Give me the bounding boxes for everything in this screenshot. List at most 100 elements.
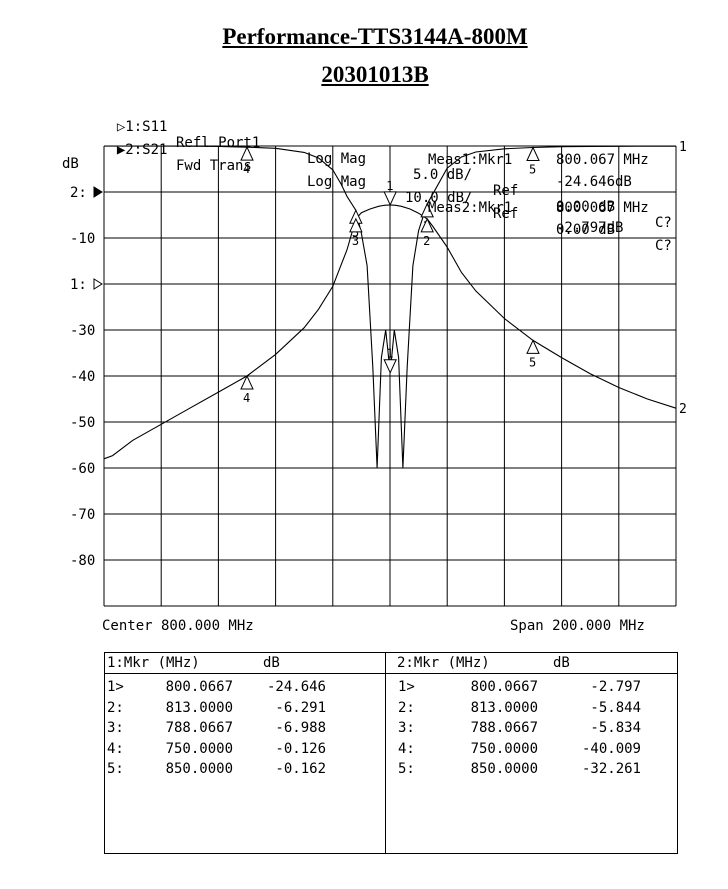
meas-value: -2.797dB bbox=[556, 220, 623, 236]
marker-triangle-icon bbox=[383, 191, 397, 207]
cell-freq: 850.0000 bbox=[165, 761, 233, 777]
cell-value: -5.844 bbox=[590, 699, 641, 716]
channel-ref-label: Ref bbox=[493, 206, 519, 222]
cell-id: 5: bbox=[398, 761, 415, 777]
channel-scale: 5.0 dB/ bbox=[413, 167, 473, 183]
table-row: 2: 813.0000 -5.844 bbox=[386, 698, 676, 719]
table2-rows: 1> 800.0667 -2.797 2: 813.0000 -5.844 3: 788.06… bbox=[386, 677, 676, 780]
channel-marker-icon: ▷ bbox=[116, 119, 126, 135]
cell-id: 3: bbox=[398, 720, 415, 736]
marker-table: 1:Mkr (MHz) dB 2:Mkr (MHz) dB 1> 800.0667… bbox=[104, 652, 678, 854]
table-row: 5: 850.0000 -0.162 bbox=[105, 759, 385, 780]
trace-2 bbox=[103, 204, 677, 460]
markers: 1234512345 bbox=[240, 145, 540, 405]
y-tick-label: 1: bbox=[70, 277, 87, 293]
cell-value: -40.009 bbox=[581, 740, 641, 757]
span-frequency: Span 200.000 MHz bbox=[510, 618, 645, 634]
y-tick-label: -80 bbox=[70, 553, 95, 569]
table-row: 4: 750.0000 -40.009 bbox=[386, 739, 676, 760]
traces: 12 bbox=[103, 140, 687, 469]
table-divider bbox=[385, 653, 386, 853]
analyzer-chart: 2:-101:-30-40-50-60-70-80 12 1234512345 … bbox=[62, 140, 687, 634]
cell-id: 1> bbox=[398, 679, 415, 695]
cell-freq: 800.0667 bbox=[165, 679, 233, 695]
table2-header-mkr: 2:Mkr (MHz) bbox=[397, 655, 490, 671]
cell-freq: 750.0000 bbox=[470, 740, 538, 757]
cell-value: -24.646 bbox=[266, 679, 326, 695]
table-header-divider bbox=[105, 673, 677, 674]
cell-value: -0.126 bbox=[275, 740, 326, 757]
channel-ref: 0.00 dB bbox=[556, 222, 616, 238]
marker-triangle-icon bbox=[240, 374, 254, 390]
marker-triangle-icon bbox=[420, 217, 434, 233]
y-axis-unit: dB bbox=[62, 156, 79, 172]
trace-label: 2 bbox=[679, 402, 687, 417]
meas-freq: 800.067 MHz bbox=[556, 200, 649, 216]
trace-label: 1 bbox=[679, 140, 687, 155]
measurement-readout-1: Meas1:Mkr1 800.067 MHz -24.646dB bbox=[428, 152, 649, 190]
table-row: 1> 800.0667 -2.797 bbox=[386, 677, 676, 698]
cell-id: 5: bbox=[107, 761, 124, 777]
marker-triangle-icon bbox=[383, 359, 397, 374]
marker-label: 1 bbox=[386, 347, 393, 361]
table-row: 2: 813.0000 -6.291 bbox=[105, 698, 385, 719]
y-tick-label: -70 bbox=[70, 507, 95, 523]
channel-status: C? bbox=[655, 215, 672, 231]
y-tick-label: 2: bbox=[70, 185, 87, 201]
cell-value: -6.291 bbox=[275, 699, 326, 716]
y-tick-label: -10 bbox=[70, 231, 95, 247]
marker-label: 3 bbox=[352, 234, 359, 248]
channel-status: C? bbox=[655, 238, 672, 254]
page-title: Performance-TTS3144A-800M bbox=[222, 24, 528, 49]
channel-header-2: ▶2:S21 Fwd Trans Log Mag 10.0 dB/ Ref 0.… bbox=[100, 126, 672, 254]
marker-label: 4 bbox=[243, 391, 250, 405]
y-tick-label: -30 bbox=[70, 323, 95, 339]
cell-id: 2: bbox=[107, 699, 124, 716]
cell-id: 2: bbox=[398, 699, 415, 716]
trace-1 bbox=[104, 145, 676, 469]
cell-freq: 750.0000 bbox=[165, 740, 233, 757]
cell-value: -32.261 bbox=[581, 761, 641, 777]
cell-value: -0.162 bbox=[275, 761, 326, 777]
table-row: 3: 788.0667 -5.834 bbox=[386, 718, 676, 739]
cell-id: 1> bbox=[107, 679, 124, 695]
marker-triangle-icon bbox=[526, 339, 540, 354]
marker-triangle-icon bbox=[526, 146, 540, 161]
cell-value: -6.988 bbox=[275, 720, 326, 736]
meas-label: Meas1:Mkr1 bbox=[428, 152, 512, 168]
channel-format: Log Mag bbox=[307, 174, 367, 190]
y-tick-label: -60 bbox=[70, 461, 95, 477]
marker-triangle-icon bbox=[349, 217, 363, 233]
channel-marker-icon: ▶ bbox=[116, 142, 126, 158]
center-frequency: Center 800.000 MHz bbox=[102, 618, 254, 634]
cell-freq: 850.0000 bbox=[470, 761, 538, 777]
table1-rows: 1> 800.0667 -24.646 2: 813.0000 -6.291 3: 788.0… bbox=[105, 677, 385, 780]
marker-label: 5 bbox=[529, 355, 536, 369]
marker-triangle-icon bbox=[420, 202, 434, 218]
cell-freq: 788.0667 bbox=[165, 720, 233, 736]
marker-triangle-icon bbox=[240, 145, 254, 161]
y-tick-label: -40 bbox=[70, 369, 95, 385]
cell-id: 4: bbox=[107, 740, 124, 757]
cell-value: -5.834 bbox=[590, 720, 641, 736]
meas-value: -24.646dB bbox=[556, 174, 632, 190]
table1-header-unit: dB bbox=[263, 655, 280, 671]
cell-id: 4: bbox=[398, 740, 415, 757]
channel-ref-label: Ref bbox=[493, 183, 519, 199]
reference-arrow-icon bbox=[93, 186, 103, 198]
table1-header-mkr: 1:Mkr (MHz) bbox=[107, 655, 200, 671]
marker-label: 1 bbox=[386, 179, 393, 193]
reference-arrow-icon bbox=[93, 278, 103, 290]
marker-label: 2 bbox=[423, 234, 430, 248]
page-subtitle: 20301013B bbox=[321, 62, 429, 87]
table-row: 1> 800.0667 -24.646 bbox=[105, 677, 385, 698]
marker-label: 4 bbox=[243, 162, 250, 176]
cell-id: 3: bbox=[107, 720, 124, 736]
y-tick-label: -50 bbox=[70, 415, 95, 431]
cell-freq: 800.0667 bbox=[470, 679, 538, 695]
cell-value: -2.797 bbox=[590, 679, 641, 695]
marker-label: 5 bbox=[529, 162, 536, 176]
meas-label: Meas2:Mkr1 bbox=[428, 200, 512, 216]
table-row: 3: 788.0667 -6.988 bbox=[105, 718, 385, 739]
channel-id: 1:S11 bbox=[125, 119, 168, 135]
